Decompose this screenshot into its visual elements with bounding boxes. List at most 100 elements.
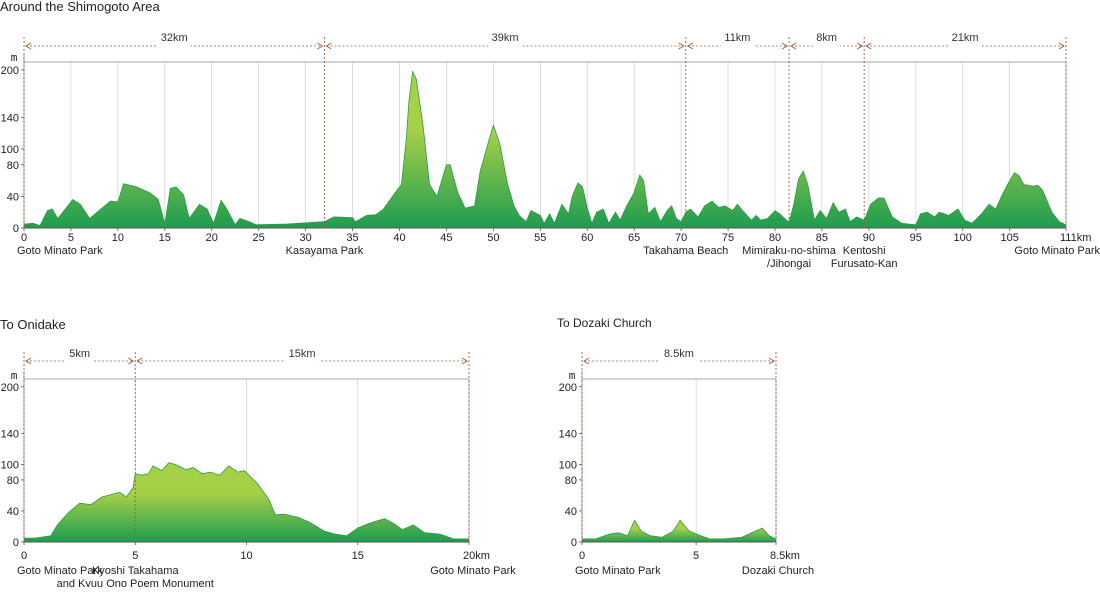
segment-arrow-head-left [25, 357, 32, 365]
elevation-line [582, 519, 777, 540]
place-label-line: Goto Minato Park [17, 565, 103, 577]
x-tick-label: 10 [240, 550, 252, 562]
segment-label-bg [659, 351, 699, 364]
x-tick-label: 105 [1000, 232, 1018, 244]
segment-distance-label: 5km [69, 348, 90, 360]
elevation-line [23, 70, 1067, 227]
place-label-line: Goto Minato Park [17, 245, 103, 257]
distance-segments: 8.5km [581, 348, 777, 542]
elevation-area [582, 520, 776, 542]
x-tick-label: 30 [299, 232, 311, 244]
y-tick-label: 0 [13, 223, 19, 235]
x-tick-label: 40 [393, 232, 405, 244]
x-tick-label: 8.5km [770, 550, 800, 562]
segment-arrow-head-left [583, 357, 590, 365]
x-tick-label: 75 [722, 232, 734, 244]
y-tick-label: 100 [559, 459, 577, 471]
chart-to-dozaki-church: To Dozaki Church m 0 40 80 100 140 200 0 5 8.5km 8… [557, 316, 814, 577]
x-tick-label: 95 [910, 232, 922, 244]
segment-distance-label: 21km [952, 32, 979, 44]
y-tick-label: 80 [7, 160, 19, 172]
chart-to-onidake: To Onidake m 0 40 80 100 140 200 0 5 10 15 20km 5km 1… [0, 317, 517, 590]
place-label-line: Goto Minato Park [1014, 245, 1100, 257]
place-label-line: and Kyuu Ono Poem Monument [57, 578, 214, 587]
elevation-line [24, 462, 469, 540]
chart-body: m 0 40 80 100 140 200 0 5 8.5km 8.5km Goto Minato P… [559, 348, 814, 577]
segment-distance-label: 11km [724, 32, 750, 44]
segment-distance-label: 8.5km [664, 348, 694, 360]
x-tick-label: 0 [21, 550, 27, 562]
segment-label-bg [488, 36, 522, 49]
place-label-line: Goto Minato Park [575, 565, 661, 577]
elevation-area [24, 71, 1066, 228]
segment-label-bg [948, 36, 982, 49]
place-label: Kasayama Park [286, 245, 364, 257]
segment-arrow-head-right [1058, 42, 1065, 50]
place-label-line: Takahama Beach [643, 245, 728, 257]
x-tick-label: 20 [206, 232, 218, 244]
x-tick-label: 25 [253, 232, 265, 244]
segment-arrow-head-right [461, 357, 468, 365]
segment-arrow-head-right [317, 42, 324, 50]
segment-label-bg [720, 36, 755, 49]
x-tick-label: 85 [816, 232, 828, 244]
chart-title: To Dozaki Church [557, 316, 652, 330]
grid [70, 62, 1010, 228]
x-tick-label: 100 [954, 232, 972, 244]
x-tick-label: 5 [693, 550, 699, 562]
place-label-line: Kyoshi Takahama [92, 565, 180, 577]
place-label: Goto Minato Park [17, 565, 103, 577]
place-label-line: Kentoshi [843, 245, 886, 257]
place-label: Goto Minato Park [430, 565, 516, 577]
x-tick-label: 35 [346, 232, 358, 244]
x-tick-label: 5 [132, 550, 138, 562]
y-tick-label: 40 [7, 506, 19, 518]
y-axis-unit: m [11, 369, 18, 382]
y-axis-unit: m [569, 369, 576, 382]
place-label: Goto Minato Park [575, 565, 661, 577]
x-tick-label: 15 [352, 550, 364, 562]
chart-body: m 0 40 80 100 140 200 0 5 10 15 20km 5km 15km Goto Min… [1, 348, 517, 590]
place-label-line: Furusato-Kan [831, 258, 898, 270]
segment-arrow-head-left [25, 42, 32, 50]
y-tick-label: 40 [565, 506, 577, 518]
y-tick-label: 200 [559, 382, 577, 394]
chart-body: m 0 40 80 100 140 200 0 5 10 15 20 25 30 35 40 45 50 55 60 6… [1, 32, 1100, 270]
y-tick-label: 200 [1, 65, 19, 77]
segment-label-bg [285, 351, 319, 364]
place-label-line: Mimiraku-no-shima [742, 245, 836, 257]
y-tick-label: 0 [571, 537, 577, 549]
segment-arrow-head-right [678, 42, 685, 50]
y-tick-label: 100 [1, 144, 19, 156]
y-tick-label: 80 [565, 475, 577, 487]
segment-label-bg [66, 351, 94, 364]
place-label: Mimiraku-no-shima/Jihongai [742, 245, 836, 270]
segment-arrow-head-right [128, 357, 135, 365]
x-tick-label: 55 [534, 232, 546, 244]
x-tick-label: 70 [675, 232, 687, 244]
segment-label-bg [813, 36, 841, 49]
x-tick-label: 45 [440, 232, 452, 244]
segment-distance-label: 32km [161, 32, 188, 44]
distance-segments: 32km 39km 11km 8km 21km [23, 32, 1067, 228]
place-label: Dozaki Church [742, 565, 814, 577]
place-label: Kentoshi Furusato-Kan [831, 245, 898, 270]
segment-distance-label: 15km [289, 348, 316, 360]
x-tick-label: 10 [112, 232, 124, 244]
segment-arrow-head-left [686, 42, 694, 50]
place-label: Takahama Beach [643, 245, 728, 257]
segment-arrow-head-left [790, 42, 797, 50]
place-label: Goto Minato Park [17, 245, 103, 257]
y-tick-label: 0 [13, 537, 19, 549]
segment-arrow-head-left [325, 42, 332, 50]
x-tick-label: 0 [579, 550, 585, 562]
segment-arrow-head-right [781, 42, 788, 50]
y-tick-label: 200 [1, 382, 19, 394]
place-label-line: Goto Minato Park [430, 565, 516, 577]
x-tick-label: 111km [1060, 232, 1091, 244]
x-tick-label: 90 [863, 232, 875, 244]
place-label-line: Dozaki Church [742, 565, 814, 577]
segment-distance-label: 39km [492, 32, 519, 44]
segment-arrow-head-right [856, 42, 864, 50]
